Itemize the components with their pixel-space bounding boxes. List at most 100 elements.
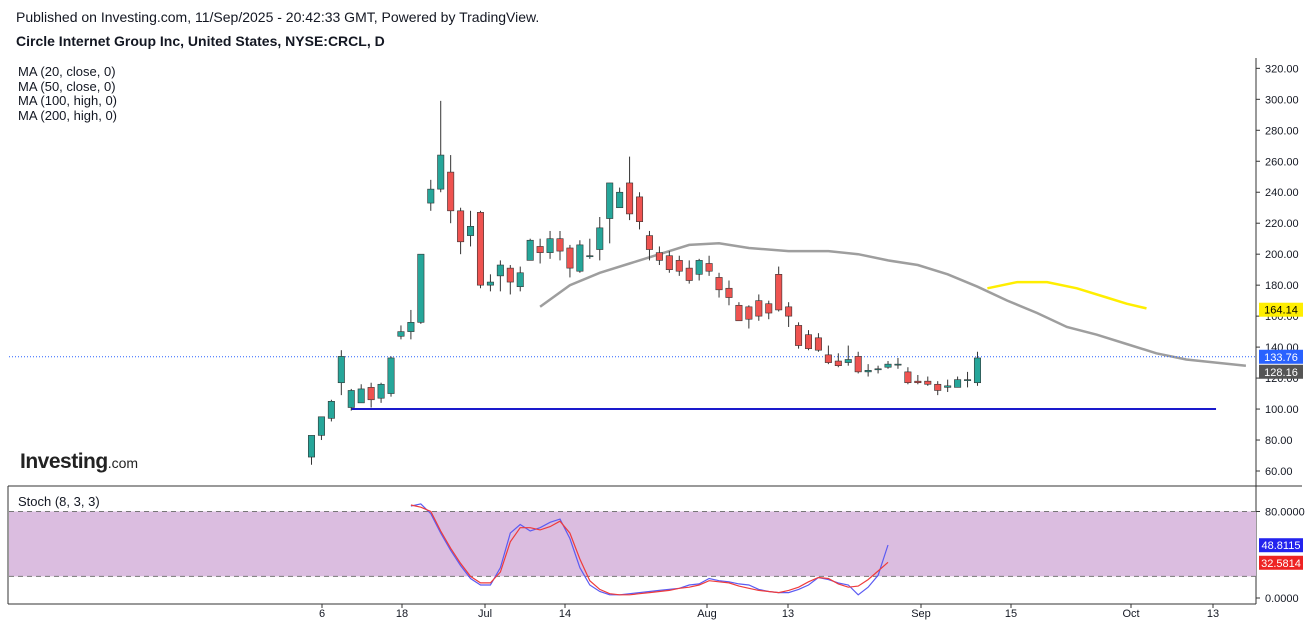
- candle-body: [606, 182, 614, 219]
- price-label: 164.14: [1264, 305, 1298, 317]
- candle-body: [944, 385, 952, 388]
- candle-body: [934, 383, 942, 391]
- candle: [317, 416, 325, 441]
- candle: [486, 274, 494, 292]
- price-label-bg: [1259, 364, 1303, 379]
- price-label-bg: [1259, 302, 1303, 317]
- candle-body: [924, 380, 932, 385]
- candle-body: [645, 235, 653, 250]
- candle: [337, 350, 345, 396]
- ma50-legend[interactable]: MA (50, close, 0): [18, 78, 116, 94]
- y-tick-label: 180.00: [1265, 280, 1299, 292]
- candle: [655, 246, 663, 266]
- candle-body: [834, 360, 842, 366]
- candle: [964, 371, 972, 388]
- candle: [814, 333, 822, 352]
- candle-body: [387, 357, 395, 394]
- x-tick-label: 13: [782, 608, 794, 620]
- candle-body: [546, 238, 554, 253]
- candle: [844, 345, 852, 366]
- x-tick-label: 15: [1005, 608, 1017, 620]
- candle-body: [437, 154, 445, 190]
- candle-body: [904, 371, 912, 384]
- candle-body: [626, 182, 634, 215]
- x-tick-label: 13: [1207, 608, 1219, 620]
- candle: [596, 217, 604, 261]
- symbol-title: Circle Internet Group Inc, United States…: [16, 33, 385, 49]
- candle-body: [357, 388, 365, 404]
- candle: [765, 300, 773, 320]
- candle-body: [317, 416, 325, 436]
- candle: [397, 325, 405, 340]
- candle-body: [327, 401, 335, 419]
- candle-body: [685, 267, 693, 281]
- candle: [715, 272, 723, 298]
- candle: [576, 240, 584, 273]
- stoch-k-line: [410, 503, 889, 596]
- candle-body: [973, 357, 981, 384]
- candle-body: [725, 287, 733, 298]
- ma200-legend[interactable]: MA (200, high, 0): [18, 107, 117, 123]
- candle: [476, 210, 484, 289]
- x-tick-label: Oct: [1122, 608, 1139, 620]
- candle: [467, 210, 475, 247]
- y-tick-label: 240.00: [1265, 187, 1299, 199]
- candle-body: [516, 272, 524, 288]
- candle: [785, 302, 793, 327]
- x-tick-label: Aug: [697, 608, 717, 620]
- y-tick-label: 280.00: [1265, 125, 1299, 137]
- stoch-y-tick-label: 0.0000: [1265, 593, 1299, 605]
- candle: [556, 230, 564, 261]
- candle: [675, 255, 683, 276]
- stoch-value-label-bg: [1259, 555, 1303, 570]
- candle-body: [745, 306, 753, 320]
- candle: [437, 100, 445, 193]
- candle-body: [824, 354, 832, 363]
- candle-body: [347, 390, 355, 408]
- candle: [944, 379, 952, 393]
- logo-suffix-text: .com: [107, 455, 139, 471]
- ma50-line: [987, 280, 1147, 310]
- candle-body: [616, 191, 624, 209]
- x-axis[interactable]: 6 18 Jul 14 Aug 13 Sep 15 Oct 13: [319, 604, 1219, 620]
- candle-body: [457, 210, 465, 243]
- candles: [307, 100, 981, 465]
- candle: [864, 364, 872, 377]
- candle-body: [785, 306, 793, 317]
- candle-body: [496, 264, 504, 277]
- candle: [804, 330, 812, 351]
- y-tick-label: 200.00: [1265, 249, 1299, 261]
- stoch-value-label: 32.5814: [1261, 558, 1301, 570]
- candle-body: [884, 363, 892, 368]
- candle: [884, 361, 892, 369]
- candle-body: [417, 253, 425, 323]
- ma20-legend[interactable]: MA (20, close, 0): [18, 64, 116, 79]
- candle-body: [636, 196, 644, 222]
- candle-body: [467, 226, 475, 236]
- candle: [745, 305, 753, 329]
- ma-legend: MA (20, close, 0) MA (50, close, 0) MA (…: [18, 64, 117, 123]
- candle: [417, 253, 425, 324]
- logo-main-text: Investing: [20, 450, 108, 473]
- investing-logo: Investing.com: [20, 450, 138, 474]
- candle-body: [655, 252, 663, 261]
- y-axis[interactable]: 60.0080.00100.00120.00140.00160.00180.00…: [1256, 63, 1305, 605]
- candle-body: [695, 260, 703, 275]
- candle: [586, 238, 594, 259]
- y-tick-label: 80.00: [1265, 435, 1293, 447]
- candle: [606, 182, 614, 244]
- candle-body: [447, 171, 455, 212]
- candle-body: [765, 303, 773, 314]
- stoch-legend[interactable]: Stoch (8, 3, 3): [18, 494, 100, 509]
- candle-body: [536, 246, 544, 253]
- stoch-lines: [410, 503, 889, 596]
- price-label-bg: [1259, 349, 1303, 364]
- candle-body: [576, 244, 584, 272]
- ma100-legend[interactable]: MA (100, high, 0): [18, 93, 117, 108]
- candle-body: [675, 260, 683, 272]
- candle: [705, 255, 713, 276]
- candle: [536, 238, 544, 264]
- candle-body: [566, 247, 574, 269]
- candle: [834, 353, 842, 368]
